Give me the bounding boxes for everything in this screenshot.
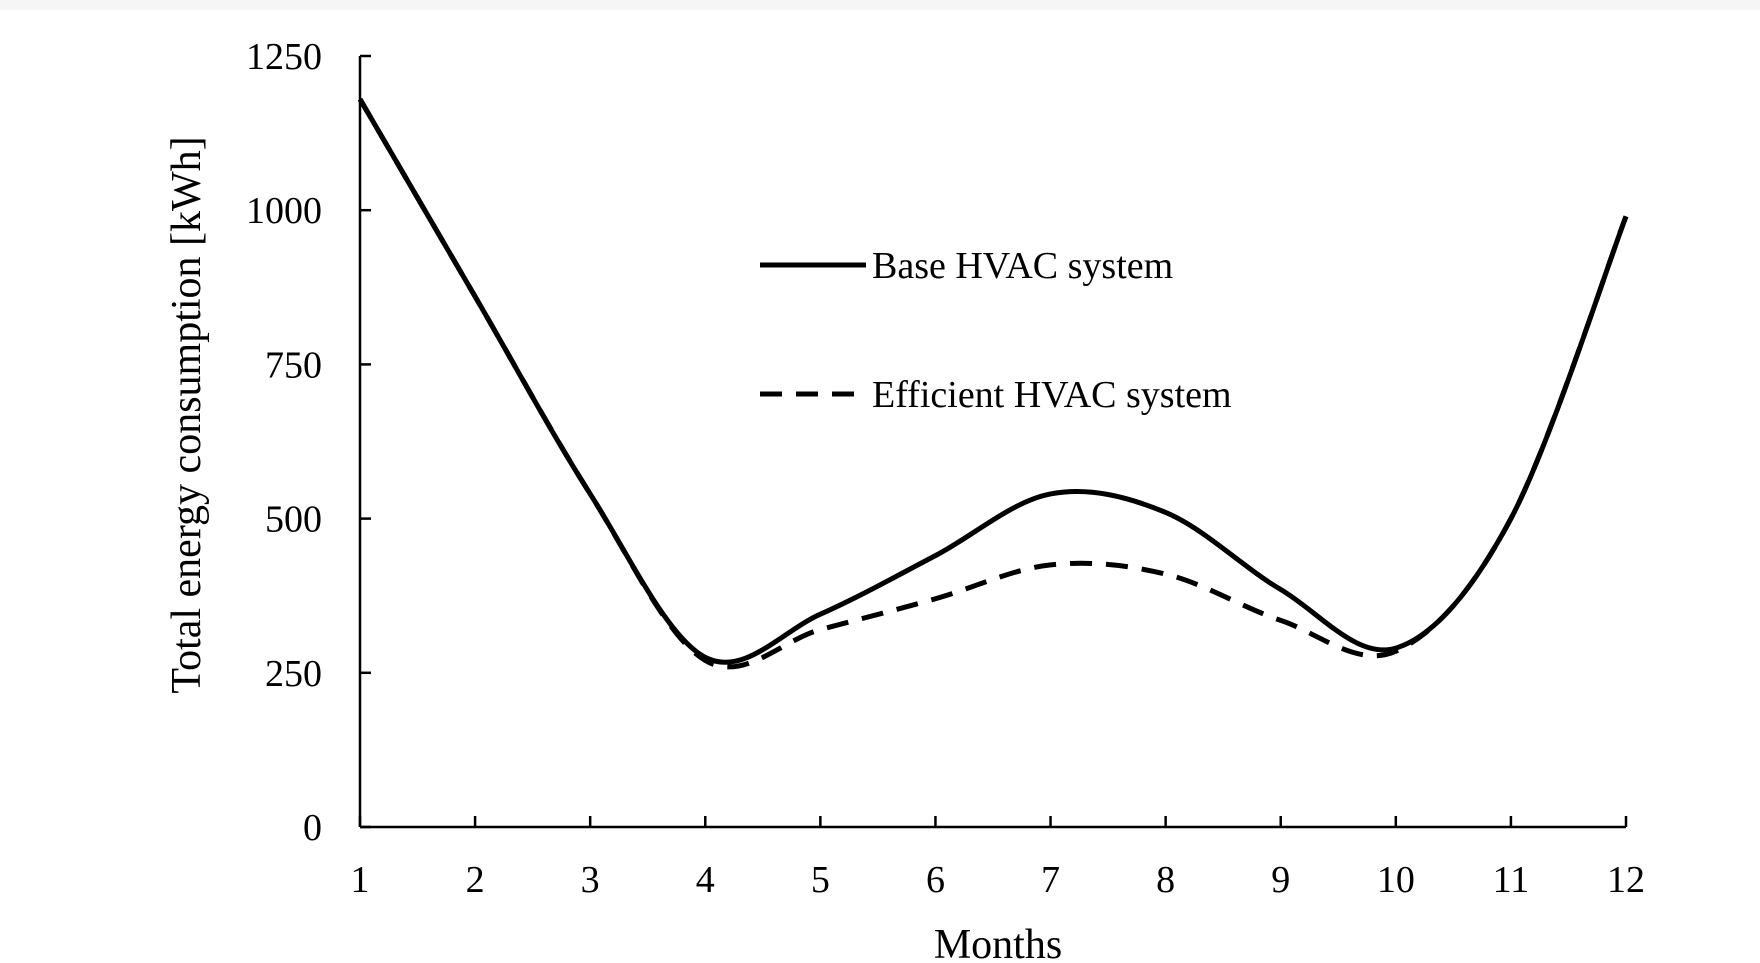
data-point-base-hvac-system <box>1163 510 1168 515</box>
data-point-efficient-hvac-system <box>1393 649 1398 654</box>
data-point-base-hvac-system <box>1048 491 1053 496</box>
legend-label-base: Base HVAC system <box>872 245 1173 287</box>
data-point-efficient-hvac-system <box>1508 516 1513 521</box>
x-tick-label: 8 <box>1156 859 1175 901</box>
legend: Base HVAC system Efficient HVAC system <box>760 245 1232 416</box>
x-tick-label: 5 <box>811 859 830 901</box>
data-point-base-hvac-system <box>818 612 823 617</box>
data-point-efficient-hvac-system <box>703 658 708 663</box>
axes <box>358 56 1626 829</box>
data-point-efficient-hvac-system <box>933 596 938 601</box>
data-point-efficient-hvac-system <box>818 627 823 632</box>
legend-label-efficient: Efficient HVAC system <box>872 374 1232 416</box>
data-point-efficient-hvac-system <box>358 97 363 102</box>
x-tick-label: 11 <box>1493 859 1530 901</box>
data-point-efficient-hvac-system <box>1624 214 1629 219</box>
x-tick-label: 2 <box>466 859 485 901</box>
y-tick-label: 250 <box>265 653 322 695</box>
data-point-efficient-hvac-system <box>1163 572 1168 577</box>
y-tick-label: 1000 <box>246 190 322 232</box>
data-point-efficient-hvac-system <box>473 294 478 299</box>
series-line-efficient-hvac-system <box>357 97 1629 670</box>
x-tick-label: 10 <box>1377 859 1415 901</box>
top-strip <box>0 0 1760 10</box>
x-tick-label: 12 <box>1607 859 1645 901</box>
y-tick-label: 1250 <box>246 36 322 78</box>
x-tick-label: 1 <box>351 859 370 901</box>
x-tick-label: 4 <box>696 859 715 901</box>
data-point-efficient-hvac-system <box>1048 562 1053 567</box>
y-tick-label: 0 <box>303 807 322 849</box>
x-tick-label: 6 <box>926 859 945 901</box>
x-tick-label: 7 <box>1041 859 1060 901</box>
x-tick-label: 3 <box>581 859 600 901</box>
y-axis-title: Total energy consumption [kWh] <box>164 136 210 693</box>
data-point-base-hvac-system <box>933 553 938 558</box>
series-layer <box>357 97 1629 670</box>
y-tick-label: 750 <box>265 344 322 386</box>
y-tick-label: 500 <box>265 499 322 541</box>
data-point-base-hvac-system <box>1278 587 1283 592</box>
data-point-efficient-hvac-system <box>1278 618 1283 623</box>
data-point-efficient-hvac-system <box>588 491 593 496</box>
x-tick-label: 9 <box>1271 859 1290 901</box>
x-axis-title: Months <box>934 922 1062 963</box>
